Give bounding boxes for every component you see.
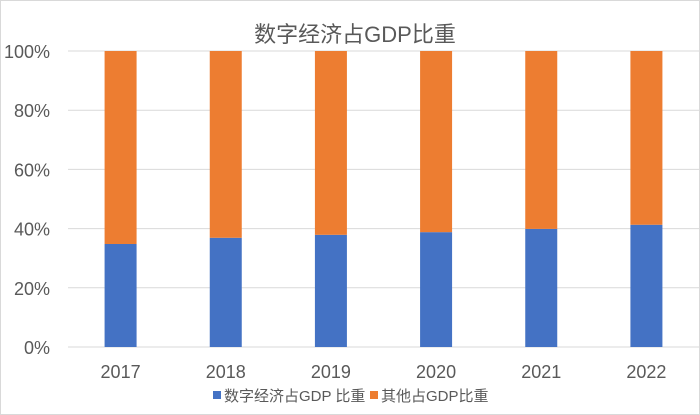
y-tick-label: 0% bbox=[24, 338, 50, 358]
x-tick-label: 2022 bbox=[626, 362, 666, 382]
y-axis-ticks: 0% 20% 40% 60% 80% 100% bbox=[4, 42, 50, 358]
legend-label: 其他占GDP比重 bbox=[381, 388, 489, 405]
bar-segment-digital-economy-2017 bbox=[104, 243, 137, 347]
legend-swatch bbox=[370, 391, 378, 399]
bar-segment-digital-economy-2020 bbox=[420, 232, 453, 347]
bar-segment-digital-economy-2021 bbox=[525, 228, 558, 347]
bar-segment-digital-economy-2019 bbox=[314, 234, 347, 347]
chart-title: 数字经济占GDP比重 bbox=[254, 22, 456, 47]
bar-segment-other-2019 bbox=[314, 51, 347, 235]
bar-segment-other-2018 bbox=[209, 51, 242, 238]
x-axis-ticks: 2017 2018 2019 2020 2021 2022 bbox=[101, 362, 667, 382]
legend-swatch bbox=[213, 391, 221, 399]
bar-segment-other-2021 bbox=[525, 51, 558, 229]
x-tick-label: 2020 bbox=[416, 362, 456, 382]
bar-segment-other-2020 bbox=[420, 51, 453, 233]
legend-label: 数字经济占GDP 比重 bbox=[224, 388, 365, 405]
bar-segment-other-2017 bbox=[104, 51, 137, 244]
y-tick-label: 80% bbox=[14, 101, 50, 121]
x-tick-label: 2019 bbox=[311, 362, 351, 382]
bar-segment-other-2022 bbox=[630, 51, 663, 225]
y-tick-label: 100% bbox=[4, 42, 50, 62]
y-tick-label: 20% bbox=[14, 279, 50, 299]
legend: 数字经济占GDP 比重 其他占GDP比重 bbox=[213, 388, 489, 405]
x-tick-label: 2017 bbox=[101, 362, 141, 382]
x-tick-label: 2021 bbox=[521, 362, 561, 382]
x-tick-label: 2018 bbox=[206, 362, 246, 382]
bars bbox=[104, 51, 663, 347]
y-tick-label: 60% bbox=[14, 160, 50, 180]
gridlines bbox=[68, 50, 699, 348]
bar-segment-digital-economy-2022 bbox=[630, 224, 663, 347]
y-tick-label: 40% bbox=[14, 220, 50, 240]
bar-segment-digital-economy-2018 bbox=[209, 237, 242, 347]
